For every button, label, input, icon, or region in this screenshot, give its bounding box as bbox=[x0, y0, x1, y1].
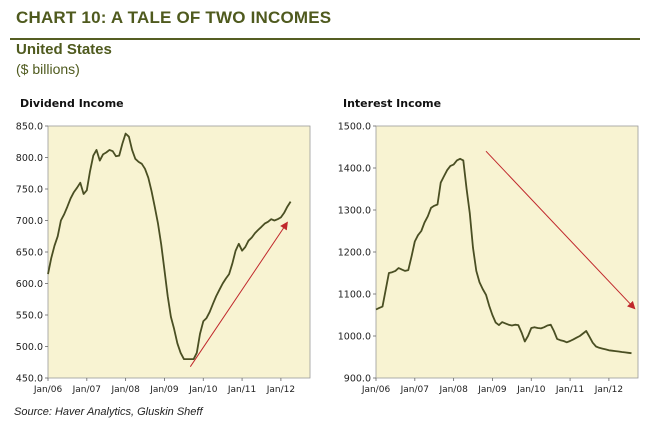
interest-y-tick-label-2: 1100.0 bbox=[338, 290, 371, 301]
interest-y-tick-label-0: 900.0 bbox=[344, 374, 371, 385]
dividend-x-tick-label-4: Jan/10 bbox=[188, 385, 218, 395]
dividend-y-tick-label-4: 650.0 bbox=[16, 248, 43, 259]
dividend-x-tick-label-5: Jan/11 bbox=[227, 385, 256, 395]
dividend-y-tick-label-3: 600.0 bbox=[16, 279, 43, 290]
interest-series-line-0 bbox=[375, 157, 632, 355]
dividend-x-tick-label-2: Jan/08 bbox=[110, 385, 140, 395]
interest-trend-arrow-0 bbox=[485, 150, 636, 310]
dividend-y-tick-label-7: 800.0 bbox=[16, 153, 43, 164]
dividend-x-tick-label-6: Jan/12 bbox=[266, 385, 295, 395]
interest-x-tick-label-5: Jan/11 bbox=[555, 385, 584, 395]
interest-x-tick-label-4: Jan/10 bbox=[516, 385, 546, 395]
interest-chart-title: Interest Income bbox=[343, 97, 442, 110]
source-note: Source: Haver Analytics, Gluskin Sheff bbox=[14, 406, 203, 418]
dividend-x-tick-label-3: Jan/09 bbox=[149, 385, 179, 395]
interest-x-tick-label-1: Jan/07 bbox=[400, 385, 429, 395]
dividend-trend-arrow-0 bbox=[189, 221, 288, 367]
dividend-y-tick-label-8: 850.0 bbox=[16, 122, 43, 133]
dividend-y-tick-label-2: 550.0 bbox=[16, 311, 43, 322]
interest-x-tick-label-3: Jan/09 bbox=[477, 385, 507, 395]
interest-x-tick-label-2: Jan/08 bbox=[438, 385, 468, 395]
interest-y-tick-label-6: 1500.0 bbox=[338, 122, 371, 133]
page-title: CHART 10: A TALE OF TWO INCOMES bbox=[16, 8, 332, 27]
interest-y-tick-label-4: 1300.0 bbox=[338, 206, 371, 217]
interest-y-tick-label-3: 1200.0 bbox=[338, 248, 371, 259]
dividend-y-tick-label-5: 700.0 bbox=[16, 216, 43, 227]
interest-x-tick-label-0: Jan/06 bbox=[361, 385, 391, 395]
title-divider bbox=[10, 38, 640, 40]
units-label: ($ billions) bbox=[16, 61, 80, 77]
dividend-x-tick-label-1: Jan/07 bbox=[72, 385, 101, 395]
dividend-y-tick-label-1: 500.0 bbox=[16, 342, 43, 353]
dividend-y-tick-label-6: 750.0 bbox=[16, 185, 43, 196]
interest-plot-area bbox=[375, 125, 639, 379]
dividend-series-line-0 bbox=[47, 132, 292, 360]
interest-x-tick-label-6: Jan/12 bbox=[594, 385, 623, 395]
dividend-chart-title: Dividend Income bbox=[20, 97, 124, 110]
interest-y-tick-label-1: 1000.0 bbox=[338, 332, 371, 343]
region-label: United States bbox=[16, 41, 112, 58]
interest-y-tick-label-5: 1400.0 bbox=[338, 164, 371, 175]
dividend-y-tick-label-0: 450.0 bbox=[16, 374, 43, 385]
dividend-plot-area bbox=[47, 125, 311, 379]
dividend-x-tick-label-0: Jan/06 bbox=[33, 385, 63, 395]
